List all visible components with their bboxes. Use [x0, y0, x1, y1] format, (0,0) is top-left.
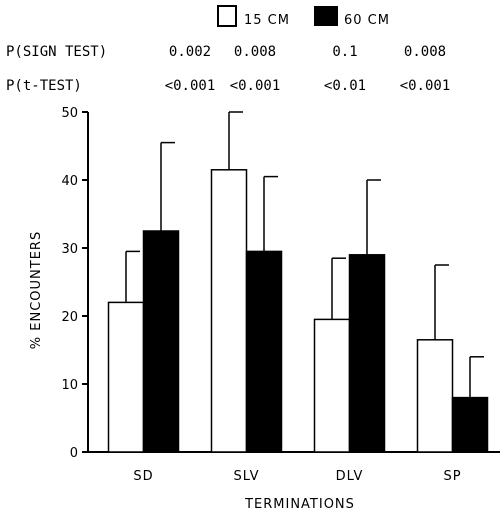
y-tick-label: 50	[61, 106, 78, 121]
sign-test-value: 0.1	[332, 44, 357, 60]
sign-test-label: P(SIGN TEST)	[6, 44, 107, 60]
legend-label-15cm: 15 CM	[244, 13, 290, 28]
bar-sp-60cm	[451, 396, 489, 453]
sign-test-value: 0.008	[404, 44, 446, 60]
x-tick-label: SLV	[234, 469, 260, 484]
y-tick-label: 20	[61, 310, 78, 325]
x-axis-label: TERMINATIONS	[244, 497, 355, 512]
bar-slv-60cm	[245, 250, 283, 453]
sign-test-value: 0.002	[169, 44, 211, 60]
bar-slv-15cm	[210, 169, 248, 453]
bar-sp-15cm	[416, 339, 454, 453]
x-tick-label: DLV	[336, 469, 364, 484]
legend-label-60cm: 60 CM	[344, 13, 390, 28]
bar-dlv-15cm	[313, 318, 351, 453]
bar-dlv-60cm	[348, 254, 386, 453]
y-axis-label: % ENCOUNTERS	[29, 231, 44, 349]
legend-swatch-15cm	[217, 5, 237, 27]
x-tick-label: SP	[443, 469, 461, 484]
y-tick-label: 30	[61, 242, 78, 257]
t-test-label: P(t-TEST)	[6, 78, 82, 94]
y-tick-label: 40	[61, 174, 78, 189]
t-test-value: <0.001	[165, 78, 216, 94]
bar-sd-15cm	[107, 301, 145, 453]
t-test-value: <0.001	[400, 78, 451, 94]
t-test-value: <0.001	[230, 78, 281, 94]
bars: SD SLV DLV SP	[107, 111, 489, 484]
legend: 15 CM 60 CM	[217, 5, 390, 28]
x-tick-label: SD	[133, 469, 153, 484]
bar-sd-60cm	[142, 230, 180, 453]
stat-values: 0.002 <0.001 0.008 <0.001 0.1 <0.01 0.008 <0.00…	[165, 44, 451, 94]
legend-swatch-60cm	[314, 6, 338, 26]
t-test-value: <0.01	[324, 78, 366, 94]
y-tick-label: 10	[61, 378, 78, 393]
y-tick-label: 0	[70, 446, 78, 461]
sign-test-value: 0.008	[234, 44, 276, 60]
